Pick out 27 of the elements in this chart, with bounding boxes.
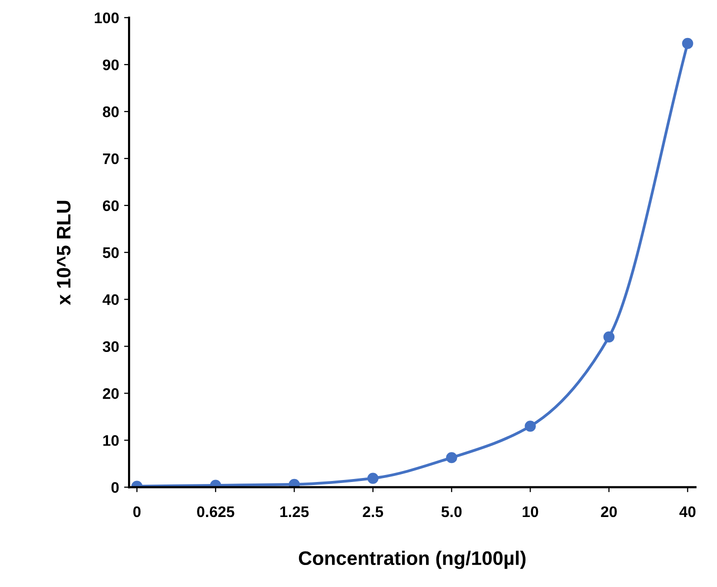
x-tick-label: 40 (679, 506, 696, 518)
x-tick-label: 5.0 (441, 506, 462, 518)
point (446, 452, 458, 464)
y-axis-title: x 10^5 RLU (56, 200, 71, 305)
y-tick-label: 80 (102, 106, 119, 118)
x-tick-label: 10 (522, 506, 538, 518)
y-tick-label: 40 (102, 294, 119, 306)
y-tick-label: 10 (103, 435, 119, 446)
y-tick-label: 100 (94, 12, 119, 24)
y-tick-label: 60 (102, 200, 119, 212)
y-tick-label: 20 (102, 388, 119, 399)
point (524, 420, 536, 432)
x-tick-label: 2.5 (362, 506, 384, 518)
x-tick-label: 0 (133, 506, 141, 518)
y-tick-label: 0 (111, 482, 119, 493)
point (367, 472, 378, 484)
point (682, 38, 694, 49)
point (288, 478, 300, 488)
y-tick-label: 50 (102, 247, 119, 258)
point (603, 331, 615, 342)
y-tick-label: 70 (103, 153, 119, 164)
y-tick-label: 30 (102, 341, 119, 352)
x-tick-label: 0.625 (197, 506, 234, 518)
x-tick-label: 20 (600, 506, 617, 518)
x-axis-title: Concentration (ng/100µl) (298, 550, 526, 569)
y-tick-label: 90 (102, 59, 119, 70)
x-tick-label: 1.25 (280, 506, 309, 518)
